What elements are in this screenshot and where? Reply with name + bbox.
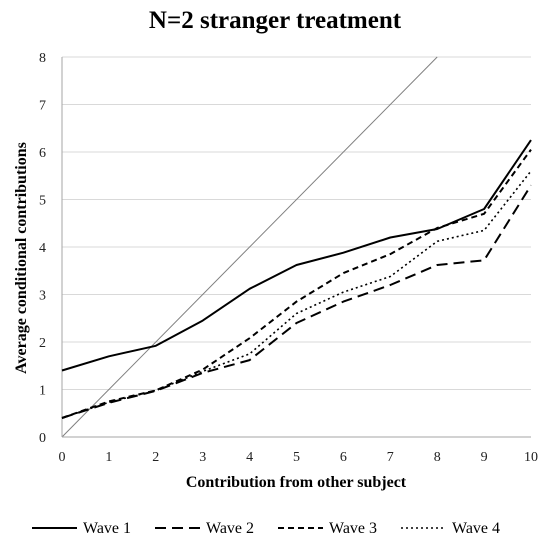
- x-tick-label-0: 0: [59, 450, 66, 465]
- legend-label-wave-4: Wave 4: [452, 520, 500, 537]
- reference-line: [61, 56, 438, 438]
- y-tick-label-7: 7: [39, 99, 46, 114]
- legend: Wave 1 Wave 2 Wave 3 Wave 4: [32, 520, 500, 537]
- y-tick-label-0: 0: [39, 431, 46, 446]
- legend-label-wave-1: Wave 1: [83, 520, 131, 537]
- y-tick-label-1: 1: [39, 384, 46, 399]
- y-tick-label-6: 6: [39, 146, 46, 161]
- x-tick-label-6: 6: [340, 450, 347, 465]
- y-tick-label-4: 4: [39, 241, 46, 256]
- series-line-wave-1: [61, 139, 532, 372]
- y-tick-label-3: 3: [39, 289, 46, 304]
- legend-label-wave-3: Wave 3: [329, 520, 377, 537]
- axes: [61, 57, 531, 438]
- x-tick-label-8: 8: [434, 450, 441, 465]
- y-tick-label-8: 8: [39, 51, 46, 66]
- series-lines: [61, 139, 532, 419]
- x-tick-label-3: 3: [199, 450, 206, 465]
- series-line-wave-4: [61, 170, 532, 419]
- x-tick-label-5: 5: [293, 450, 300, 465]
- x-tick-label-7: 7: [387, 450, 394, 465]
- reference-line-group: [61, 56, 438, 438]
- gridlines: [62, 56, 531, 390]
- series-line-wave-3: [61, 149, 532, 419]
- series-line-wave-2: [61, 184, 532, 419]
- x-axis-label: Contribution from other subject: [186, 474, 407, 491]
- tick-labels: 0 1 2 3 4 5 6 7 8 9 10 0 1 2 3 4 5 6 7 8: [39, 51, 538, 465]
- y-axis-label: Average conditional contributions: [13, 142, 30, 374]
- x-tick-label-1: 1: [105, 450, 112, 465]
- x-tick-label-2: 2: [152, 450, 159, 465]
- x-tick-label-10: 10: [524, 450, 538, 465]
- x-tick-label-4: 4: [246, 450, 253, 465]
- y-tick-label-5: 5: [39, 194, 46, 209]
- x-tick-label-9: 9: [481, 450, 488, 465]
- chart-title: N=2 stranger treatment: [149, 7, 402, 34]
- y-tick-label-2: 2: [39, 336, 46, 351]
- legend-label-wave-2: Wave 2: [206, 520, 254, 537]
